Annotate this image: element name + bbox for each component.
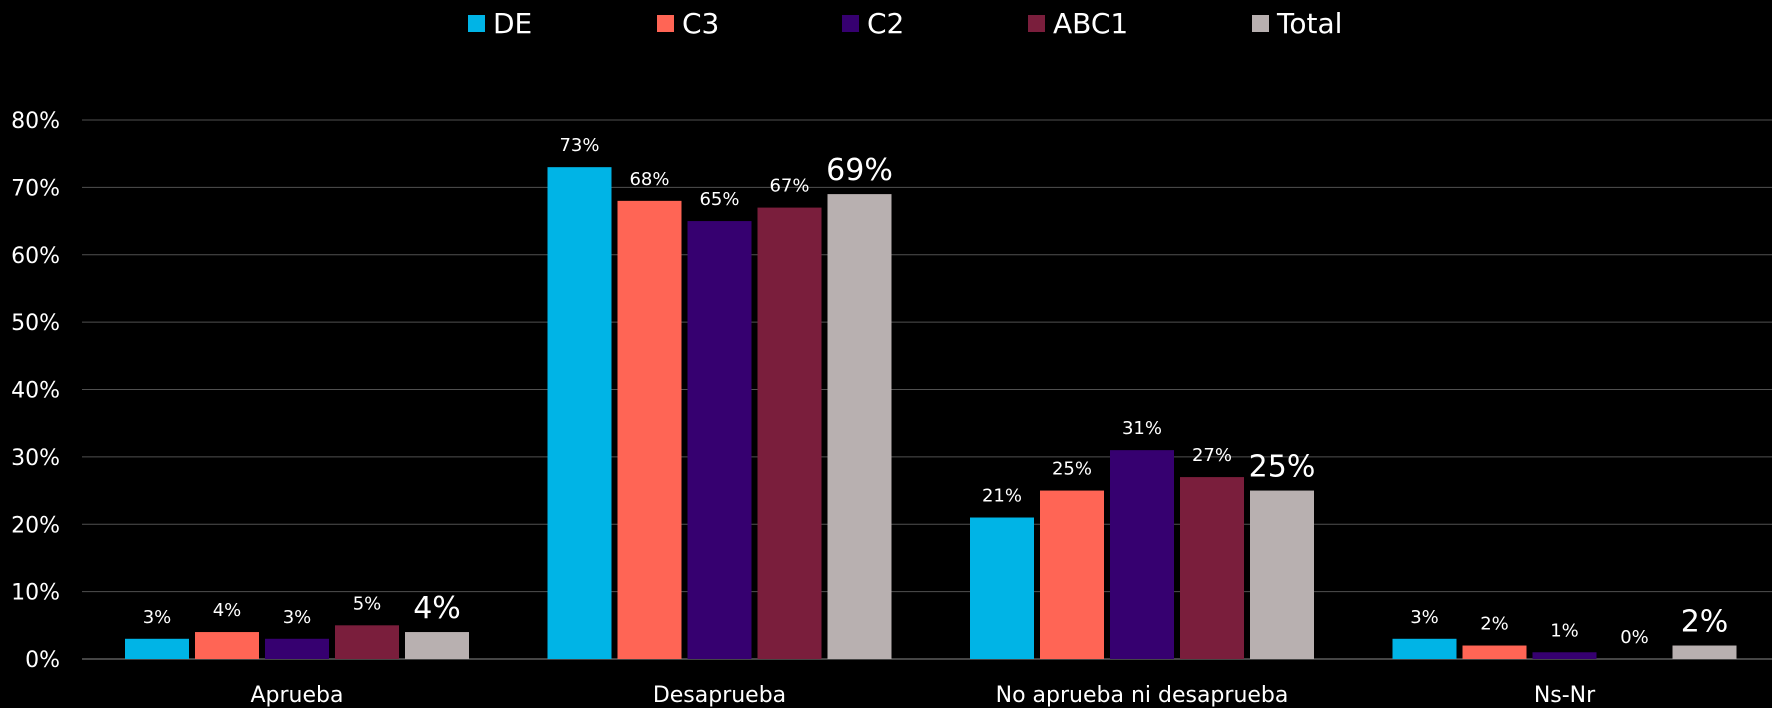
bar-c3 [1462, 645, 1527, 659]
data-label: 5% [353, 593, 382, 614]
bar-c2 [1110, 450, 1174, 659]
data-label: 1% [1550, 620, 1579, 641]
y-tick-label: 80% [11, 109, 60, 134]
bar-de [125, 638, 189, 659]
bar-c2 [265, 638, 329, 659]
legend-swatch [1252, 15, 1269, 32]
bar-c2 [687, 221, 752, 659]
legend-label: C2 [867, 7, 904, 40]
category-label: Desaprueba [653, 683, 786, 708]
bar-de [547, 167, 612, 659]
data-label: 31% [1122, 418, 1162, 439]
bar-abc1 [757, 207, 822, 659]
category-label: No aprueba ni desaprueba [996, 683, 1289, 708]
legend-label: DE [493, 7, 532, 40]
legend-label: C3 [682, 7, 719, 40]
bar-total [827, 194, 892, 660]
legend-label: Total [1276, 7, 1342, 40]
data-label: 21% [982, 486, 1022, 507]
data-label: 3% [1410, 607, 1439, 628]
y-tick-label: 70% [11, 176, 60, 201]
bar-c3 [1040, 490, 1104, 659]
data-label: 0% [1620, 627, 1649, 648]
data-label: 4% [213, 600, 242, 621]
y-tick-label: 40% [11, 379, 60, 404]
y-tick-label: 30% [11, 446, 60, 471]
bar-c2 [1532, 652, 1597, 659]
legend-swatch [842, 15, 859, 32]
bar-total [1250, 490, 1314, 659]
y-tick-label: 60% [11, 244, 60, 269]
legend-swatch [657, 15, 674, 32]
category-labels: Aprueba Desaprueba No aprueba ni desaprueb… [251, 683, 1597, 708]
data-label: 73% [559, 135, 599, 156]
data-label: 68% [629, 169, 669, 190]
data-label: 27% [1192, 445, 1232, 466]
gridlines [82, 119, 1772, 660]
value-labels: 3% 4% 3% 5% 4% 73% 68% 65% 67% 69% 21% 25% 31% 27% 25%… [143, 135, 1729, 648]
bar-total [405, 632, 469, 659]
bar-abc1 [335, 625, 399, 659]
bar-c3 [195, 632, 259, 659]
data-label: 65% [699, 189, 739, 210]
bar-total [1672, 645, 1737, 659]
data-label: 2% [1681, 605, 1729, 640]
bar-abc1 [1180, 477, 1244, 659]
legend: DE C3 C2 ABC1 Total [468, 7, 1342, 40]
y-tick-label: 10% [11, 581, 60, 606]
legend-swatch [468, 15, 485, 32]
data-label: 2% [1480, 614, 1509, 635]
category-label: Aprueba [251, 683, 344, 708]
data-label: 4% [413, 591, 461, 626]
data-label: 3% [283, 607, 312, 628]
y-tick-label: 50% [11, 311, 60, 336]
bar-de [1392, 638, 1457, 659]
category-label: Ns-Nr [1534, 683, 1596, 708]
data-label: 25% [1052, 459, 1092, 480]
legend-swatch [1028, 15, 1045, 32]
y-tick-label: 20% [11, 513, 60, 538]
bar-c3 [617, 200, 682, 659]
y-axis-ticks: 0% 10% 20% 30% 40% 50% 60% 70% 80% [11, 109, 60, 673]
bar-de [970, 517, 1034, 659]
bars [125, 167, 1737, 660]
data-label: 69% [826, 153, 893, 188]
data-label: 3% [143, 607, 172, 628]
legend-label: ABC1 [1053, 7, 1128, 40]
data-label: 25% [1249, 450, 1316, 485]
y-tick-label: 0% [25, 648, 60, 673]
data-label: 67% [769, 176, 809, 197]
